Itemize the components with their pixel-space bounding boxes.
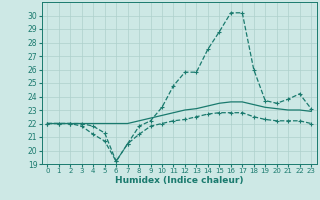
X-axis label: Humidex (Indice chaleur): Humidex (Indice chaleur) — [115, 176, 244, 185]
